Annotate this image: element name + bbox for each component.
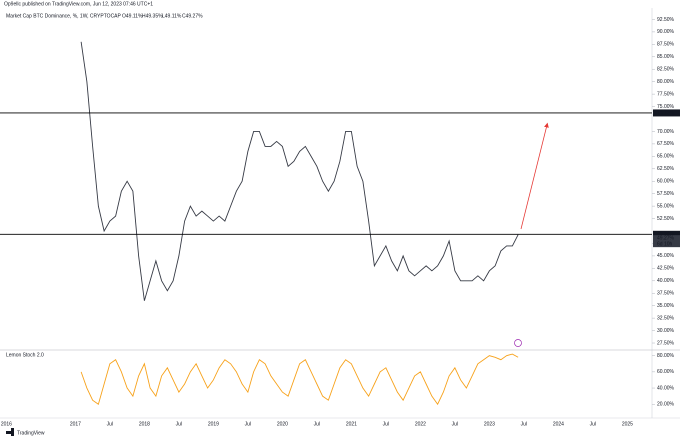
y-tick-label: 27.50% (657, 340, 675, 346)
indicator-title: Lemon Stoch 2.0 (6, 352, 44, 358)
level-label: 73.72% (657, 110, 675, 116)
y-tick-label: 40.00% (657, 278, 675, 284)
y-tick-label: 65.00% (657, 154, 675, 160)
y-tick-label: 45.00% (657, 253, 675, 259)
x-tick-label: Jul (107, 421, 113, 427)
x-tick-label: 2020 (277, 421, 288, 427)
y-tick-label: 62.50% (657, 166, 675, 172)
ohlc-value: O49.11% (122, 13, 143, 19)
series-line (80, 353, 519, 406)
y-tick-label: 80.00% (657, 79, 675, 85)
y-tick-label: 82.50% (657, 67, 675, 73)
level-label-box (653, 230, 680, 238)
y-tick-label: 42.50% (657, 266, 675, 272)
x-tick-label: 2023 (484, 421, 495, 427)
y-tick-label: 92.50% (657, 17, 675, 23)
ohlc-value: C49.27% (182, 13, 203, 19)
last-price-label: 49.27% (657, 235, 675, 241)
x-tick-label: 2021 (346, 421, 357, 427)
y-tick-label: 77.50% (657, 91, 675, 97)
series-line (80, 41, 519, 301)
x-tick-label: Jul (383, 421, 389, 427)
price-scale (652, 8, 680, 418)
x-tick-label: 2017 (70, 421, 81, 427)
y-tick-label: 55.00% (657, 203, 675, 209)
y-tick-label: 90.00% (657, 29, 675, 35)
y-tick-label: 67.50% (657, 141, 675, 147)
y-tick-label: 30.00% (657, 328, 675, 334)
y-tick-label: 87.50% (657, 42, 675, 48)
x-tick-label: Jul (452, 421, 458, 427)
x-tick-label: 2019 (208, 421, 219, 427)
y-tick-label: 20.00% (657, 402, 675, 408)
y-tick-label: 60.00% (657, 179, 675, 185)
y-tick-label: 75.00% (657, 104, 675, 110)
countdown: 6d 10h (657, 241, 673, 247)
x-tick-label: Jul (590, 421, 596, 427)
y-tick-label: 60.00% (657, 369, 675, 375)
ohlc-value: H49.35% (142, 13, 163, 19)
y-tick-label: 32.50% (657, 315, 675, 321)
x-tick-label: 2022 (415, 421, 426, 427)
last-price-box (653, 235, 680, 248)
x-tick-label: 2024 (553, 421, 564, 427)
y-tick-label: 52.50% (657, 216, 675, 222)
level-label: 49.34% (657, 232, 675, 238)
x-tick-label: 2025 (622, 421, 633, 427)
y-tick-label: 85.00% (657, 54, 675, 60)
event-marker (514, 339, 522, 347)
x-tick-label: 2018 (139, 421, 150, 427)
y-tick-label: 35.00% (657, 303, 675, 309)
x-tick-label: 2016 (1, 421, 12, 427)
x-tick-label: Jul (521, 421, 527, 427)
plot-area (80, 41, 519, 406)
y-tick-label: 80.00% (657, 353, 675, 359)
x-tick-label: Jul (314, 421, 320, 427)
y-tick-label: 70.00% (657, 129, 675, 135)
x-tick-label: Jul (245, 421, 251, 427)
chart-title: Market Cap BTC Dominance, %, 1W, CRYPTOC… (6, 13, 122, 19)
brand: TradingView (17, 430, 45, 436)
y-tick-label: 40.00% (657, 385, 675, 391)
publisher: Op9ellc published on TradingView.com, Ju… (4, 1, 153, 7)
y-tick-label: 37.50% (657, 291, 675, 297)
projection-arrow (520, 122, 549, 230)
y-tick-label: 57.50% (657, 191, 675, 197)
ohlc-value: L49.11% (162, 13, 182, 19)
logo (6, 428, 14, 436)
x-tick-label: Jul (176, 421, 182, 427)
level-label-box (653, 109, 680, 117)
